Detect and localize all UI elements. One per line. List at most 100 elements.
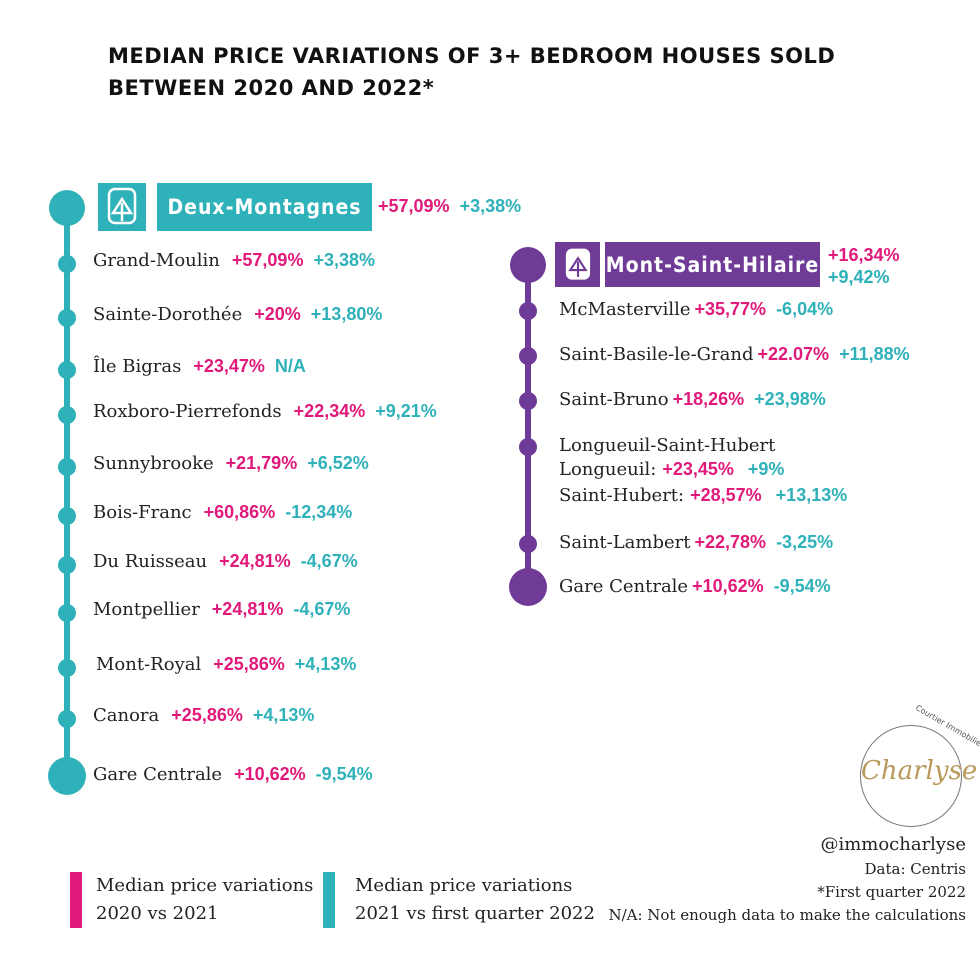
value-2021: +22,78% [694, 532, 767, 552]
station-dot [58, 659, 76, 677]
title-line-1: MEDIAN PRICE VARIATIONS OF 3+ BEDROOM HO… [108, 44, 836, 68]
value-2021: +18,26% [672, 389, 745, 409]
value-2022: +6,52% [307, 453, 369, 473]
station-row: Gare Centrale +10,62% -9,54% [559, 576, 831, 597]
station-dot [519, 535, 537, 553]
station-sub-row: Saint-Hubert: +28,57% +13,13% [559, 485, 847, 506]
legend-text: Median price variations [355, 875, 573, 896]
station-dot [519, 302, 537, 320]
value-2022: -6,04% [776, 299, 834, 319]
logo-tagline: Courtier Immobilier [913, 703, 980, 750]
legend-2021: Median price variations 2020 vs 2021 [96, 872, 313, 928]
station-name: Du Ruisseau [93, 551, 208, 572]
station-dot [519, 438, 537, 456]
value-2021: +10,62% [234, 764, 306, 784]
logo-name: Charlyse [861, 756, 978, 786]
station-name: Mont-Royal [96, 654, 202, 675]
value-2021: +21,79% [225, 453, 298, 473]
value-2022: -9,54% [315, 764, 373, 784]
line-values: +57,09% +3,38% [378, 196, 521, 217]
station-name: Saint-Hubert: [559, 485, 685, 506]
train-icon [98, 183, 146, 231]
footnote: *First quarter 2022 [817, 883, 966, 901]
na-note: N/A: Not enough data to make the calcula… [608, 906, 966, 924]
line-label-deux-montagnes: Deux-Montagnes [157, 183, 372, 231]
line-values: +16,34% +9,42% [828, 244, 910, 288]
station-dot [58, 406, 76, 424]
value-2021: +60,86% [203, 502, 276, 522]
social-handle: @immocharlyse [820, 834, 966, 855]
station-row: Roxboro-Pierrefonds +22,34% +9,21% [93, 401, 437, 422]
station-name: Sunnybrooke [93, 453, 214, 474]
station-name: Longueuil-Saint-Hubert [559, 435, 776, 456]
value-2021: +35,77% [694, 299, 767, 319]
value-2022: +13,13% [775, 485, 848, 505]
value-2022: +4,13% [294, 654, 357, 674]
value-2021: +25,86% [171, 705, 243, 725]
value-2021: +24,81% [211, 599, 284, 619]
station-row: McMasterville +35,77% -6,04% [559, 299, 833, 320]
value-2021: +24,81% [219, 551, 291, 571]
station-row: Sainte-Dorothée +20% +13,80% [93, 304, 382, 325]
station-name: Bois-Franc [93, 502, 192, 523]
title-line-2: BETWEEN 2020 AND 2022* [108, 76, 435, 100]
station-dot [58, 556, 76, 574]
station-name: Sainte-Dorothée [93, 304, 243, 325]
station-dot [58, 309, 76, 327]
station-dot [519, 392, 537, 410]
value-2022: -9,54% [773, 576, 831, 596]
value-2021: +23,45% [662, 459, 734, 479]
station-row: Grand-Moulin +57,09% +3,38% [93, 250, 375, 271]
station-row: Sunnybrooke +21,79% +6,52% [93, 453, 369, 474]
station-row: Gare Centrale +10,62% -9,54% [93, 764, 373, 785]
value-2022: -4,67% [293, 599, 351, 619]
station-row: Saint-Lambert +22,78% -3,25% [559, 532, 833, 553]
station-row: Saint-Bruno +18,26% +23,98% [559, 389, 826, 410]
legend-swatch-2021 [70, 872, 82, 928]
legend-text: 2020 vs 2021 [96, 903, 219, 924]
station-sub-row: Longueuil: +23,45% +9% [559, 459, 784, 480]
line-end-dot [509, 568, 547, 606]
value-2022: +23,98% [754, 389, 826, 409]
station-row: Saint-Basile-le-Grand +22.07% +11,88% [559, 344, 910, 365]
value-2022: -12,34% [285, 502, 353, 522]
station-name: Gare Centrale [93, 764, 223, 785]
value-2022: +9,42% [828, 267, 890, 287]
value-2021: +28,57% [690, 485, 762, 505]
line-label-mont-saint-hilaire: Mont-Saint-Hilaire [605, 242, 820, 287]
title: MEDIAN PRICE VARIATIONS OF 3+ BEDROOM HO… [108, 40, 835, 104]
legend-swatch-2022 [323, 872, 335, 928]
value-2022: N/A [274, 356, 306, 376]
value-2021: +20% [254, 304, 301, 324]
station-name: Montpellier [93, 599, 200, 620]
station-dot [58, 710, 76, 728]
charlyse-logo: Charlyse Courtier Immobilier [860, 703, 980, 827]
line-start-dot [510, 247, 546, 283]
station-row: Mont-Royal +25,86% +4,13% [96, 654, 356, 675]
mont-saint-hilaire-line [525, 266, 531, 586]
value-2022: +3,38% [459, 196, 522, 216]
value-2021: +10,62% [692, 576, 764, 596]
station-name: Île Bigras [93, 356, 182, 377]
value-2021: +23,47% [193, 356, 265, 376]
value-2022: -3,25% [776, 532, 834, 552]
station-name: Grand-Moulin [93, 250, 220, 271]
value-2021: +22.07% [757, 344, 830, 364]
station-name: Saint-Basile-le-Grand [559, 344, 754, 365]
value-2022: +9,21% [375, 401, 437, 421]
station-dot [58, 361, 76, 379]
value-2022: +4,13% [252, 705, 315, 725]
station-name: McMasterville [559, 299, 691, 320]
line-end-dot [48, 757, 86, 795]
station-row: Canora +25,86% +4,13% [93, 705, 314, 726]
value-2021: +57,09% [378, 196, 450, 216]
legend-text: Median price variations [96, 875, 314, 896]
station-dot [519, 347, 537, 365]
station-name: Longueuil: [559, 459, 657, 480]
station-row: Île Bigras +23,47% N/A [93, 356, 306, 377]
station-dot [58, 507, 76, 525]
station-dot [58, 604, 76, 622]
legend-text: 2021 vs first quarter 2022 [355, 903, 595, 924]
train-icon [555, 242, 600, 287]
